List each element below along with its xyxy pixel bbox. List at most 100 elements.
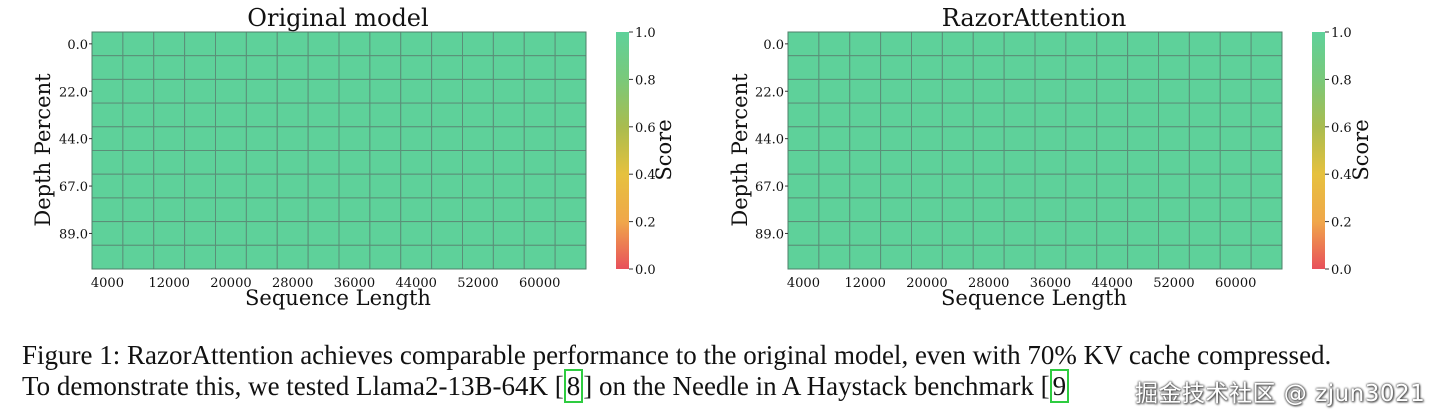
heatmap-cell — [369, 31, 402, 57]
heatmap-cell — [245, 244, 278, 270]
citation-link[interactable]: 8 — [563, 369, 584, 403]
caption-text: ] on the Needle in A Haystack benchmark … — [583, 371, 1050, 401]
x-tick-label: 28000 — [968, 276, 1009, 291]
heatmap-cell — [184, 150, 216, 175]
heatmap-cell — [849, 31, 882, 57]
heatmap-cell — [972, 102, 1005, 128]
heatmap-cell — [1188, 55, 1221, 80]
heatmap-cell — [880, 150, 912, 175]
heatmap-cell — [787, 221, 820, 246]
heatmap-cell — [554, 55, 587, 80]
heatmap-cell — [1188, 78, 1221, 104]
heatmap-cell — [91, 244, 124, 270]
heatmap-cell — [1003, 55, 1036, 80]
y-tick-label: 89.0 — [755, 227, 784, 242]
heatmap-cell — [307, 197, 340, 223]
heatmap-cell — [215, 78, 247, 104]
heatmap-cell — [400, 102, 433, 128]
heatmap-cell — [400, 31, 433, 57]
heatmap-cell — [400, 150, 433, 175]
y-tick-label: 67.0 — [59, 180, 88, 195]
heatmap-cell — [972, 197, 1005, 223]
colorbar: 0.0 0.2 0.4 0.6 0.8 1.0 Score — [1312, 26, 1373, 278]
heatmap-cell — [1065, 31, 1098, 57]
heatmap-cell — [462, 197, 494, 223]
heatmap-cell — [523, 126, 556, 152]
heatmap-cell — [554, 102, 587, 128]
heatmap-cell — [941, 102, 974, 128]
colorbar-tick-label: 0.2 — [635, 216, 656, 231]
heatmap-cell — [941, 78, 974, 104]
heatmap-cell — [276, 244, 309, 270]
heatmap-cell — [338, 150, 371, 175]
heatmap-cell — [338, 31, 371, 57]
heatmap-cell — [1096, 173, 1129, 199]
heatmap-cell — [122, 221, 155, 246]
heatmap-cell — [338, 126, 371, 152]
figure-caption: Figure 1: RazorAttention achieves compar… — [22, 340, 1432, 403]
heatmap-cell — [462, 244, 494, 270]
heatmap-cell — [787, 31, 820, 57]
heatmap-cell — [1127, 55, 1159, 80]
heatmap-cell — [1003, 126, 1036, 152]
y-tick-label: 67.0 — [755, 180, 784, 195]
heatmap-cell — [369, 55, 402, 80]
heatmap-cell — [1127, 197, 1159, 223]
heatmap-cell — [1127, 150, 1159, 175]
heatmap-cell — [307, 78, 340, 104]
heatmap-cell — [369, 78, 402, 104]
heatmap-cell — [245, 197, 278, 223]
heatmap-cell — [818, 197, 851, 223]
heatmap-cell — [941, 221, 974, 246]
heatmap-cell — [307, 55, 340, 80]
heatmap-cell — [492, 78, 525, 104]
x-tick-label: 20000 — [210, 276, 251, 291]
heatmap-cell — [941, 150, 974, 175]
heatmap-cell — [462, 150, 494, 175]
heatmap-cell — [462, 126, 494, 152]
heatmap-cell — [1096, 244, 1129, 270]
heatmap-cell — [1065, 102, 1098, 128]
heatmap-cell — [1127, 126, 1159, 152]
heatmap-cell — [1003, 221, 1036, 246]
heatmap-cell — [1158, 126, 1190, 152]
heatmap-cell — [153, 244, 186, 270]
y-tick-label: 44.0 — [755, 133, 784, 148]
heatmap-cell — [880, 197, 912, 223]
colorbar-tick-labels: 0.0 0.2 0.4 0.6 0.8 1.0 — [629, 26, 656, 278]
heatmap-cell — [153, 197, 186, 223]
x-axis-label: Sequence Length — [941, 286, 1127, 310]
heatmap-cell — [1034, 78, 1067, 104]
x-tick-label: 52000 — [1153, 276, 1194, 291]
heatmap-cell — [849, 244, 882, 270]
colorbar-tick-label: 0.8 — [635, 73, 656, 88]
heatmap-cell — [911, 244, 943, 270]
heatmap-cell — [91, 102, 124, 128]
heatmap-cell — [400, 173, 433, 199]
heatmap-cell — [431, 55, 463, 80]
heatmap-cell — [1034, 244, 1067, 270]
y-tick-label: 22.0 — [59, 85, 88, 100]
heatmap-cell — [849, 102, 882, 128]
heatmap-cell — [400, 244, 433, 270]
heatmap-cell — [184, 197, 216, 223]
heatmap-razorattention: RazorAttention 0.0 22.0 44.0 67.0 89.0 4000 1… — [728, 4, 1373, 310]
heatmap-cell — [880, 31, 912, 57]
heatmap-cell — [911, 102, 943, 128]
heatmap-cell — [431, 150, 463, 175]
x-tick-label: 52000 — [457, 276, 498, 291]
citation-link[interactable]: 9 — [1049, 369, 1070, 403]
heatmap-cell — [122, 78, 155, 104]
plot-frame — [787, 31, 1283, 270]
heatmap-cell — [276, 78, 309, 104]
heatmap-cell — [523, 221, 556, 246]
heatmap-cell — [1034, 197, 1067, 223]
heatmap-cell — [184, 126, 216, 152]
heatmap-cell — [91, 55, 124, 80]
heatmap-cell — [941, 244, 974, 270]
heatmap-cell — [911, 55, 943, 80]
heatmap-cell — [523, 31, 556, 57]
heatmap-cell — [245, 78, 278, 104]
heatmap-cell — [1127, 221, 1159, 246]
heatmap-cell — [492, 173, 525, 199]
